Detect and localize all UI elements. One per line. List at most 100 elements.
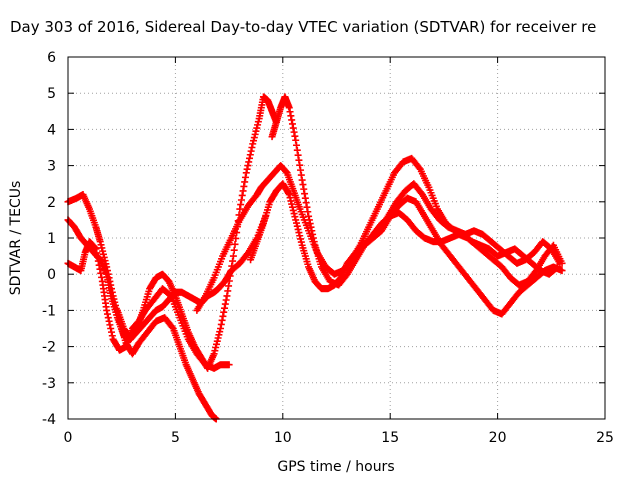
data-point-fill	[305, 216, 313, 224]
y-tick-label: 3	[47, 159, 56, 175]
data-point-fill	[254, 118, 262, 126]
data-point-fill	[303, 203, 311, 211]
data-point	[103, 306, 111, 314]
data-point-fill	[241, 173, 249, 181]
data-point-fill	[237, 201, 245, 209]
data-point-fill	[290, 128, 298, 136]
data-point-fill	[301, 190, 309, 198]
data-point-fill	[211, 347, 219, 355]
data-point	[305, 212, 313, 220]
data-point-fill	[97, 241, 105, 249]
data-point	[558, 267, 566, 275]
data-point-fill	[98, 244, 106, 252]
data-point-fill	[222, 296, 230, 304]
series-1	[64, 238, 233, 372]
data-point-fill	[247, 147, 255, 155]
data-point-fill	[240, 182, 248, 190]
data-point-fill	[297, 166, 305, 174]
data-point-fill	[132, 326, 140, 334]
data-point-fill	[301, 194, 309, 202]
x-tick-label: 5	[171, 430, 180, 446]
data-point	[298, 176, 306, 184]
data-point-fill	[246, 151, 254, 159]
data-point-fill	[217, 320, 225, 328]
y-tick-label: 0	[47, 267, 56, 283]
data-point-fill	[297, 238, 305, 246]
data-point	[96, 238, 104, 246]
data-point	[292, 136, 300, 144]
data-point-fill	[415, 164, 423, 172]
y-axis-label: SDTVAR / TECUs	[8, 181, 24, 296]
data-point	[210, 350, 218, 358]
data-point-fill	[219, 312, 227, 320]
data-point-fill	[296, 161, 304, 169]
x-tick-label: 15	[381, 430, 399, 446]
data-point-fill	[108, 332, 116, 340]
data-point-fill	[230, 246, 238, 254]
y-tick-label: -3	[42, 376, 56, 392]
data-point-fill	[297, 171, 305, 179]
data-point-fill	[286, 194, 294, 202]
data-point-fill	[295, 229, 303, 237]
y-tick-label: 5	[47, 86, 56, 102]
data-point-fill	[244, 162, 252, 170]
data-point-fill	[296, 232, 304, 240]
series-4	[113, 93, 280, 372]
data-point-fill	[245, 158, 253, 166]
data-point-fill	[212, 340, 220, 348]
data-point-fill	[288, 203, 296, 211]
plot-frame	[67, 56, 606, 420]
data-point-fill	[213, 337, 221, 345]
data-point-fill	[300, 185, 308, 193]
y-tick-label: 6	[47, 50, 56, 66]
data-point	[242, 169, 250, 177]
data-point-fill	[250, 137, 258, 145]
data-point	[229, 252, 237, 260]
data-point	[217, 325, 225, 332]
data-point	[249, 140, 257, 148]
data-point-fill	[286, 108, 294, 116]
data-point-fill	[243, 165, 251, 173]
data-point-fill	[287, 197, 295, 205]
y-tick-label: -2	[42, 340, 56, 356]
data-point-fill	[307, 223, 315, 231]
data-point-fill	[106, 321, 114, 329]
data-point-fill	[293, 146, 301, 154]
data-point-fill	[107, 325, 115, 332]
x-tick-label: 0	[64, 430, 73, 446]
data-point-fill	[294, 225, 302, 233]
data-point	[225, 361, 233, 369]
data-point-fill	[252, 127, 260, 135]
data-point-fill	[297, 235, 305, 243]
data-point-fill	[225, 282, 233, 290]
data-point-fill	[289, 206, 297, 214]
data-point-fill	[237, 196, 245, 204]
data-point-fill	[253, 124, 261, 132]
data-points	[64, 93, 566, 423]
data-point-fill	[214, 334, 222, 342]
data-point-fill	[288, 200, 296, 208]
data-point	[292, 216, 300, 224]
data-point-fill	[97, 269, 105, 277]
data-point-fill	[299, 181, 307, 189]
data-point-fill	[103, 310, 111, 318]
data-point-fill	[310, 238, 318, 246]
data-point-fill	[99, 250, 107, 258]
data-point	[556, 259, 564, 267]
data-point-fill	[218, 316, 226, 324]
data-point-fill	[221, 300, 229, 308]
data-point-fill	[221, 304, 229, 312]
data-point-fill	[308, 227, 316, 235]
y-tick-label: 4	[47, 122, 56, 138]
data-point	[236, 205, 244, 213]
data-point-fill	[224, 287, 232, 295]
data-point-fill	[246, 154, 254, 162]
data-point-fill	[288, 120, 296, 128]
data-point-fill	[289, 124, 297, 132]
data-point-fill	[251, 130, 259, 138]
data-point-fill	[238, 191, 246, 199]
data-point-fill	[254, 121, 262, 129]
data-point-fill	[294, 151, 302, 159]
y-tick-label: -4	[42, 412, 56, 428]
data-point-fill	[228, 262, 236, 270]
